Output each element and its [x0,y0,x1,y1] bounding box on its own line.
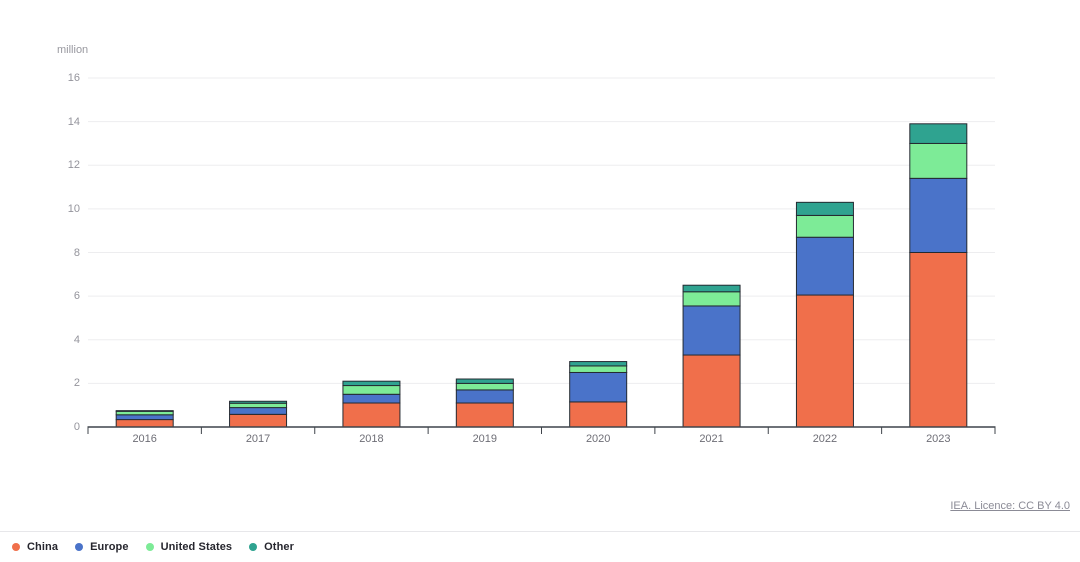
bar-segment-europe-2023[interactable] [909,177,968,253]
bar-segment-europe-2021[interactable] [682,305,741,356]
bar-segment-other-2019[interactable] [455,378,514,384]
x-tick-label-2022: 2022 [812,433,838,445]
chart-canvas [87,77,996,434]
x-tick-label-2018: 2018 [359,433,384,445]
bar-segment-united-states-2021[interactable] [682,291,741,307]
legend-item-united-states[interactable]: United States [145,541,233,553]
legend-dot-europe [75,543,84,551]
legend-label-china: China [27,541,59,553]
bar-segment-china-2017[interactable] [229,413,288,428]
gridlines [88,77,995,384]
bar-segment-china-2022[interactable] [795,294,854,428]
bar-segment-other-2022[interactable] [795,201,854,216]
bar-segment-united-states-2016[interactable] [115,410,174,416]
legend-dot-other [249,543,258,551]
y-tick-label-2: 2 [73,377,80,390]
x-tick-label-2021: 2021 [699,433,724,445]
bar-segment-china-2016[interactable] [115,419,174,428]
legend-dot-united-states [145,543,154,551]
bar-segment-europe-2020[interactable] [569,371,628,403]
bar-segment-china-2023[interactable] [909,252,968,428]
bar-segment-europe-2022[interactable] [795,236,854,296]
bar-segment-china-2020[interactable] [569,401,628,428]
y-tick-label-10: 10 [67,202,80,215]
bar-segment-united-states-2017[interactable] [229,402,288,409]
bar-segment-china-2019[interactable] [455,402,514,428]
y-tick-label-12: 12 [67,159,80,172]
license-link[interactable]: IEA. Licence: CC BY 4.0 [950,500,1070,512]
legend-divider [0,531,1080,532]
bar-segment-other-2023[interactable] [909,123,968,144]
bar-segment-other-2018[interactable] [342,380,401,387]
x-tick-label-2016: 2016 [132,433,157,445]
legend-item-europe[interactable]: Europe [75,541,129,553]
bar-segment-united-states-2022[interactable] [795,214,854,238]
bar-segment-united-states-2020[interactable] [569,365,628,373]
legend-item-china[interactable]: China [12,541,58,553]
x-tick-label-2019: 2019 [472,433,498,445]
y-tick-label-14: 14 [67,115,80,128]
y-axis-unit-label: million [57,44,89,56]
y-tick-label-4: 4 [73,333,80,346]
x-axis [87,426,996,434]
x-tick-label-2020: 2020 [585,433,611,445]
y-tick-label-8: 8 [73,246,80,259]
x-tick-label-2023: 2023 [926,433,951,445]
x-tick-label-2017: 2017 [245,433,271,445]
legend: China Europe United States Other [12,541,294,553]
bar-segment-europe-2018[interactable] [342,393,401,404]
legend-label-united-states: United States [160,541,233,553]
y-tick-label-0: 0 [73,421,80,433]
bar-segment-china-2018[interactable] [342,402,401,428]
y-tick-label-16: 16 [67,72,80,84]
y-tick-label-6: 6 [73,290,80,303]
bar-segment-other-2017[interactable] [229,400,288,404]
bar-segment-europe-2016[interactable] [115,414,174,421]
legend-dot-china [12,543,20,551]
bar-segment-united-states-2018[interactable] [342,385,401,395]
bar-segment-europe-2017[interactable] [229,407,288,415]
bar-segment-other-2020[interactable] [569,361,628,367]
bar-segment-europe-2019[interactable] [455,389,514,404]
legend-label-europe: Europe [90,541,129,553]
bar-segment-other-2016[interactable] [115,410,174,412]
bar-segment-other-2021[interactable] [682,284,741,293]
bar-segment-united-states-2019[interactable] [455,382,514,391]
bars [115,123,968,428]
bar-segment-china-2021[interactable] [682,354,741,428]
bar-segment-united-states-2023[interactable] [909,142,968,179]
legend-label-other: Other [264,541,294,553]
legend-item-other[interactable]: Other [249,541,294,553]
